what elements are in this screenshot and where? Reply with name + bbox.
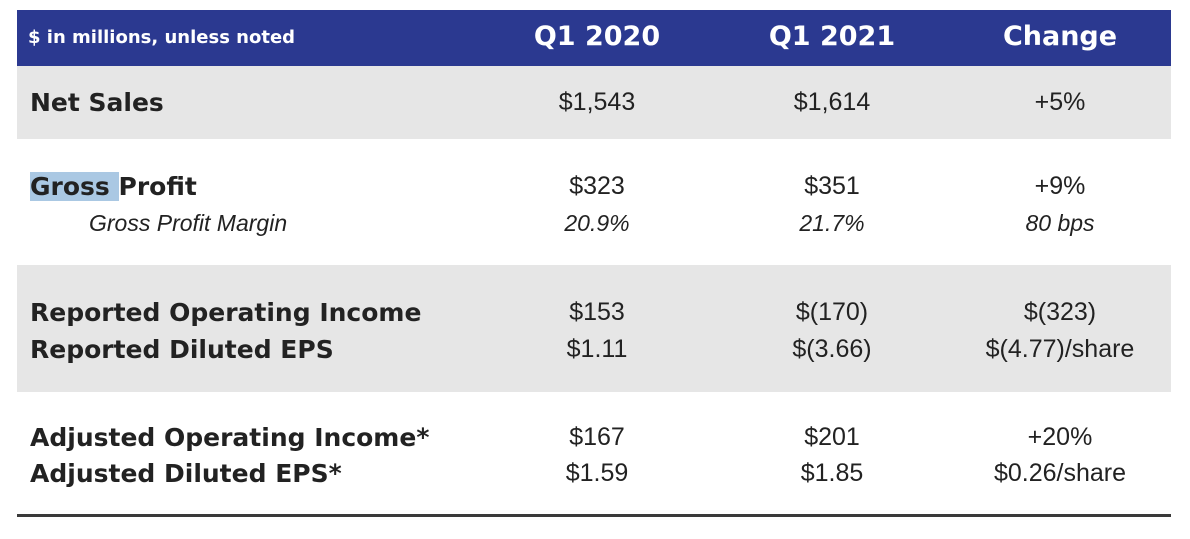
cell-q1-2020: $1.59 <box>565 459 629 487</box>
cell-margin-change: 80 bps <box>1025 210 1095 236</box>
cell-q1-2020: $1,543 <box>558 88 636 116</box>
cell-change: $0.26/share <box>993 459 1127 487</box>
row-net-sales: Net Sales $1,543 $1,614 +5% <box>17 66 1171 139</box>
row-label-adjusted-operating-income: Adjusted Operating Income* <box>30 423 430 452</box>
row-label-adjusted-diluted-eps: Adjusted Diluted EPS* <box>30 459 342 488</box>
row-label: Net Sales <box>30 88 164 117</box>
cell-change: $(4.77)/share <box>985 335 1135 363</box>
table-bottom-rule <box>17 514 1171 517</box>
row-label: Gross Profit <box>30 172 197 201</box>
units-note: $ in millions, unless noted <box>28 27 296 48</box>
cell-change: +20% <box>1027 423 1093 451</box>
row-label-reported-diluted-eps: Reported Diluted EPS <box>30 335 334 364</box>
row-group-reported: Reported Operating Income $153 $(170) $(… <box>17 265 1171 392</box>
cell-q1-2021: $1.85 <box>800 459 864 487</box>
cell-q1-2020: $153 <box>569 298 625 326</box>
cell-q1-2021: $351 <box>804 172 860 200</box>
column-header-q1-2021: Q1 2021 <box>768 21 896 52</box>
text-selection-highlight: Gross <box>30 172 119 201</box>
column-header-q1-2020: Q1 2020 <box>533 21 661 52</box>
sub-row-label: Gross Profit Margin <box>89 210 288 236</box>
cell-q1-2021: $(170) <box>795 298 869 326</box>
cell-q1-2021: $201 <box>804 423 860 451</box>
row-group-adjusted: Adjusted Operating Income* $167 $201 +20… <box>17 392 1171 514</box>
cell-margin-q1-2020: 20.9% <box>564 210 630 236</box>
row-label-rest: Profit <box>118 172 197 201</box>
cell-q1-2020: $323 <box>569 172 625 200</box>
row-gross-profit: Gross Profit $323 $351 +9% Gross Profit … <box>17 139 1171 265</box>
cell-q1-2021: $1,614 <box>793 88 871 116</box>
cell-q1-2020: $167 <box>569 423 625 451</box>
table-header: $ in millions, unless noted Q1 2020 Q1 2… <box>17 10 1171 66</box>
column-header-change: Change <box>1002 21 1118 52</box>
cell-change: +5% <box>1034 88 1086 116</box>
cell-margin-q1-2021: 21.7% <box>799 210 865 236</box>
cell-change: $(323) <box>1023 298 1097 326</box>
cell-q1-2021: $(3.66) <box>792 335 872 363</box>
cell-change: +9% <box>1034 172 1086 200</box>
cell-q1-2020: $1.11 <box>566 335 628 363</box>
row-label-reported-operating-income: Reported Operating Income <box>30 298 422 327</box>
